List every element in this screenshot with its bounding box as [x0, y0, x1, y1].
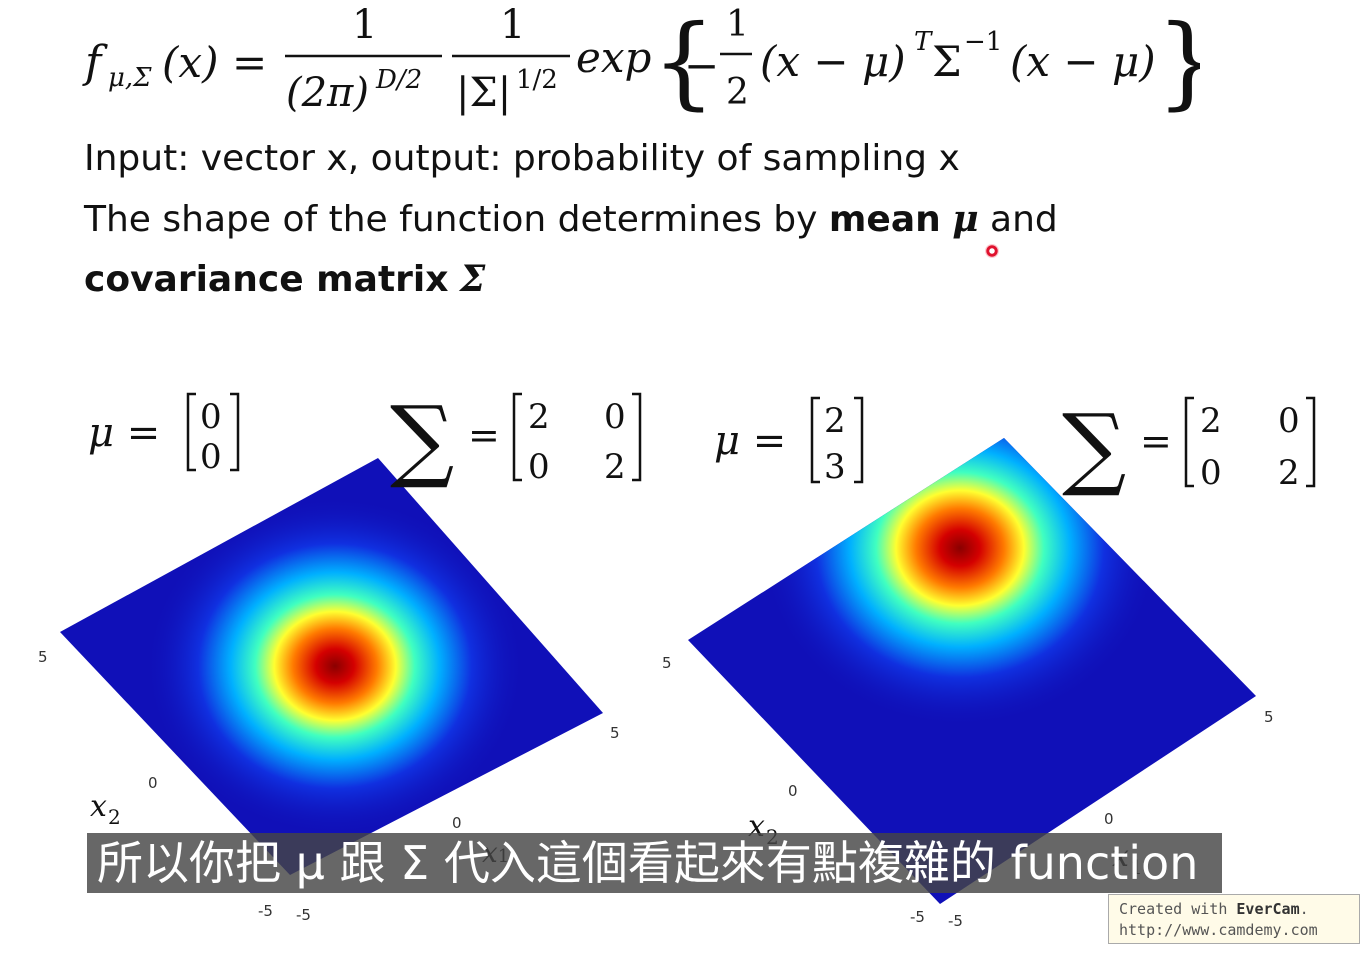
video-subtitle: 所以你把 μ 跟 Σ 代入這個看起來有點複雜的 function: [87, 833, 1222, 893]
density-formula: f μ,Σ (x) = 1 (2π) D/2 1 |Σ| 1/2 exp { −…: [82, 2, 1200, 120]
x2-tick-neg5: -5: [258, 902, 273, 920]
formula-lhs-sub: μ,Σ: [108, 63, 152, 93]
sigma-symbol: ∑: [390, 387, 454, 492]
half-den: 2: [726, 72, 749, 113]
left-brace: {: [652, 3, 716, 120]
sigma-10: 0: [528, 447, 550, 487]
sigma-bracket-right: [1306, 396, 1316, 488]
x2-tick-5: 5: [662, 654, 672, 672]
x1-tick-0: 0: [452, 814, 462, 832]
mu-value-1: 0: [200, 437, 222, 477]
right-brace: }: [1156, 3, 1200, 120]
gaussian-plot-right: μ = 2 3 ∑ = 2 0 0 2 x 2 x 1 5 0 -5 5 0 -…: [662, 395, 1316, 930]
watermark-line-2: http://www.camdemy.com: [1119, 921, 1318, 939]
frac2-den-base: |Σ|: [456, 70, 511, 116]
sigma-equals: =: [1140, 419, 1172, 463]
watermark-brand: EverCam: [1236, 900, 1300, 918]
line2-mu: μ: [952, 198, 979, 240]
x1-tick-5: 5: [610, 724, 620, 742]
cursor-pointer: [985, 244, 999, 258]
frac2-den-exp: 1/2: [516, 65, 558, 95]
frac1-den-base: (2π): [286, 70, 369, 116]
x2-axis-sub: 2: [108, 805, 121, 829]
sigma-bracket-right: [632, 392, 642, 482]
sigma-00: 2: [528, 397, 550, 437]
x1-tick-neg5: -5: [296, 906, 311, 924]
quad-b: (x − μ): [1010, 37, 1156, 86]
formula-lhs: f: [82, 37, 108, 88]
mu-value-0: 0: [200, 397, 222, 437]
mu-label: μ =: [88, 410, 160, 456]
sigma-bracket-left: [1184, 396, 1194, 488]
sigma-equals: =: [468, 413, 500, 457]
x2-tick-0: 0: [148, 774, 158, 792]
mu-value-1: 3: [824, 447, 846, 487]
line3-sigma: Σ: [459, 258, 486, 300]
description-line-1: Input: vector x, output: probability of …: [84, 138, 960, 179]
formula-equals: =: [232, 38, 267, 87]
sigma-bracket-left: [512, 392, 522, 482]
formula-lhs-arg: (x): [162, 38, 218, 87]
formula-exp: exp: [576, 33, 651, 82]
watermark-prefix: Created with: [1119, 900, 1237, 918]
x1-tick-0: 0: [1104, 810, 1114, 828]
watermark-period: .: [1299, 900, 1309, 918]
mu-bracket-left: [186, 392, 196, 472]
density-peak: [145, 496, 525, 836]
quad-inverse: −1: [964, 27, 1002, 57]
sigma-symbol: ∑: [1062, 395, 1126, 500]
frac1-den-exp: D/2: [375, 65, 422, 95]
mu-label: μ =: [714, 418, 786, 464]
frac1-num: 1: [352, 2, 377, 48]
formula-minus: −: [684, 41, 719, 90]
x2-tick-5: 5: [38, 648, 48, 666]
quad-transpose: T: [914, 27, 933, 57]
mu-value-0: 2: [824, 401, 846, 441]
sigma-01: 0: [1278, 401, 1300, 441]
line2-mean: mean: [828, 199, 941, 240]
sigma-01: 0: [604, 397, 626, 437]
line3-covariance: covariance matrix: [84, 259, 449, 300]
x2-tick-0: 0: [788, 782, 798, 800]
watermark-line-1: Created with EverCam.: [1119, 899, 1349, 920]
x1-tick-neg5: -5: [948, 912, 963, 930]
sigma-00: 2: [1200, 401, 1222, 441]
description-line-2: The shape of the function determines by …: [84, 198, 1058, 240]
mu-bracket-right: [230, 392, 240, 472]
quad-sigma: Σ: [932, 37, 962, 86]
evercam-watermark: Created with EverCam. http://www.camdemy…: [1108, 894, 1360, 944]
line2-prefix: The shape of the function determines by: [84, 199, 829, 240]
sigma-11: 2: [604, 447, 626, 487]
quad-a: (x − μ): [760, 37, 906, 86]
gaussian-plot-left: μ = 0 0 ∑ = 2 0 0 2 x 2 5 0 -5 5 0 -5: [38, 387, 642, 924]
x2-axis-label: x: [90, 789, 107, 824]
half-num: 1: [726, 4, 749, 45]
x2-tick-neg5: -5: [910, 908, 925, 926]
mu-bracket-right: [854, 396, 864, 484]
sigma-10: 0: [1200, 453, 1222, 493]
x1-tick-5: 5: [1264, 708, 1274, 726]
sigma-11: 2: [1278, 453, 1300, 493]
frac2-num: 1: [500, 2, 525, 48]
line2-suffix: and: [978, 199, 1058, 240]
description-line-3: covariance matrix Σ: [84, 258, 485, 300]
mu-bracket-left: [810, 396, 820, 484]
